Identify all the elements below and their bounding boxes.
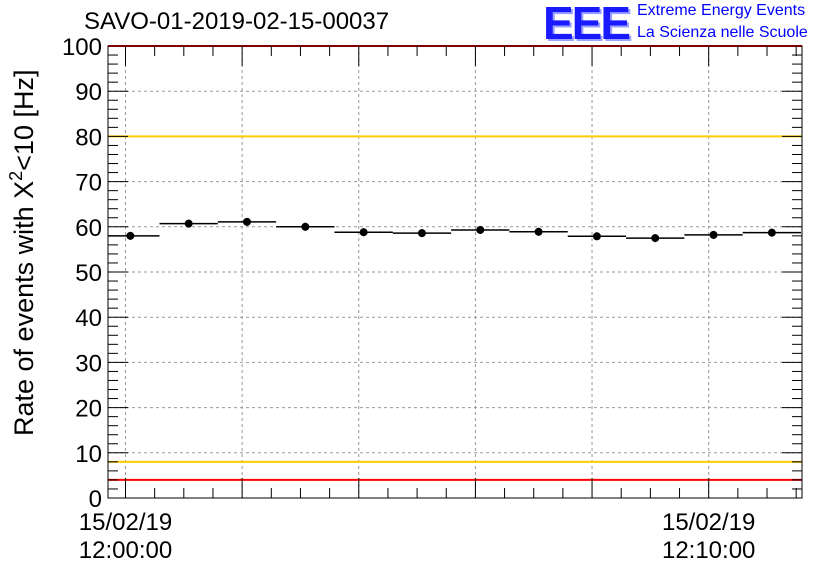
x-tick-label-time: 12:10:00: [662, 537, 755, 564]
y-tick-label: 20: [75, 396, 102, 423]
x-tick-label-date: 15/02/19: [79, 509, 172, 536]
data-point: [592, 232, 601, 241]
data-point: [242, 217, 251, 226]
eee-logo-mark: EEE: [543, 0, 631, 49]
x-tick-label-time: 12:00:00: [79, 537, 172, 564]
y-tick-label: 0: [89, 486, 102, 513]
y-tick-label: 60: [75, 215, 102, 242]
data-point: [534, 227, 543, 236]
data-point: [767, 228, 776, 237]
y-tick-label: 100: [62, 34, 102, 61]
eee-logo-line1: Extreme Energy Events: [637, 2, 806, 19]
y-tick-label: 90: [75, 79, 102, 106]
data-point: [417, 229, 426, 238]
y-tick-label: 10: [75, 441, 102, 468]
data-point: [126, 231, 135, 240]
x-tick-label-date: 15/02/19: [662, 509, 755, 536]
data-point: [476, 225, 485, 234]
y-tick-labels: 0 10 20 30 40 50 60 70 80 90 100: [62, 34, 102, 513]
data-point: [651, 234, 660, 243]
data-point: [301, 222, 310, 231]
y-tick-label: 80: [75, 124, 102, 151]
y-tick-label: 50: [75, 260, 102, 287]
grid: [108, 46, 802, 498]
eee-logo-line2: La Scienza nelle Scuole: [637, 24, 808, 41]
data-points: [108, 217, 802, 243]
data-point: [184, 219, 193, 228]
data-point: [709, 230, 718, 239]
y-tick-label: 30: [75, 350, 102, 377]
axis-ticks: [108, 45, 802, 499]
chart-title: SAVO-01-2019-02-15-00037: [84, 8, 390, 35]
y-axis-label: Rate of events with X2<10 [Hz]: [6, 70, 39, 436]
y-tick-label: 70: [75, 170, 102, 197]
y-tick-label: 40: [75, 305, 102, 332]
reference-lines: [108, 45, 802, 481]
data-point: [359, 228, 368, 237]
